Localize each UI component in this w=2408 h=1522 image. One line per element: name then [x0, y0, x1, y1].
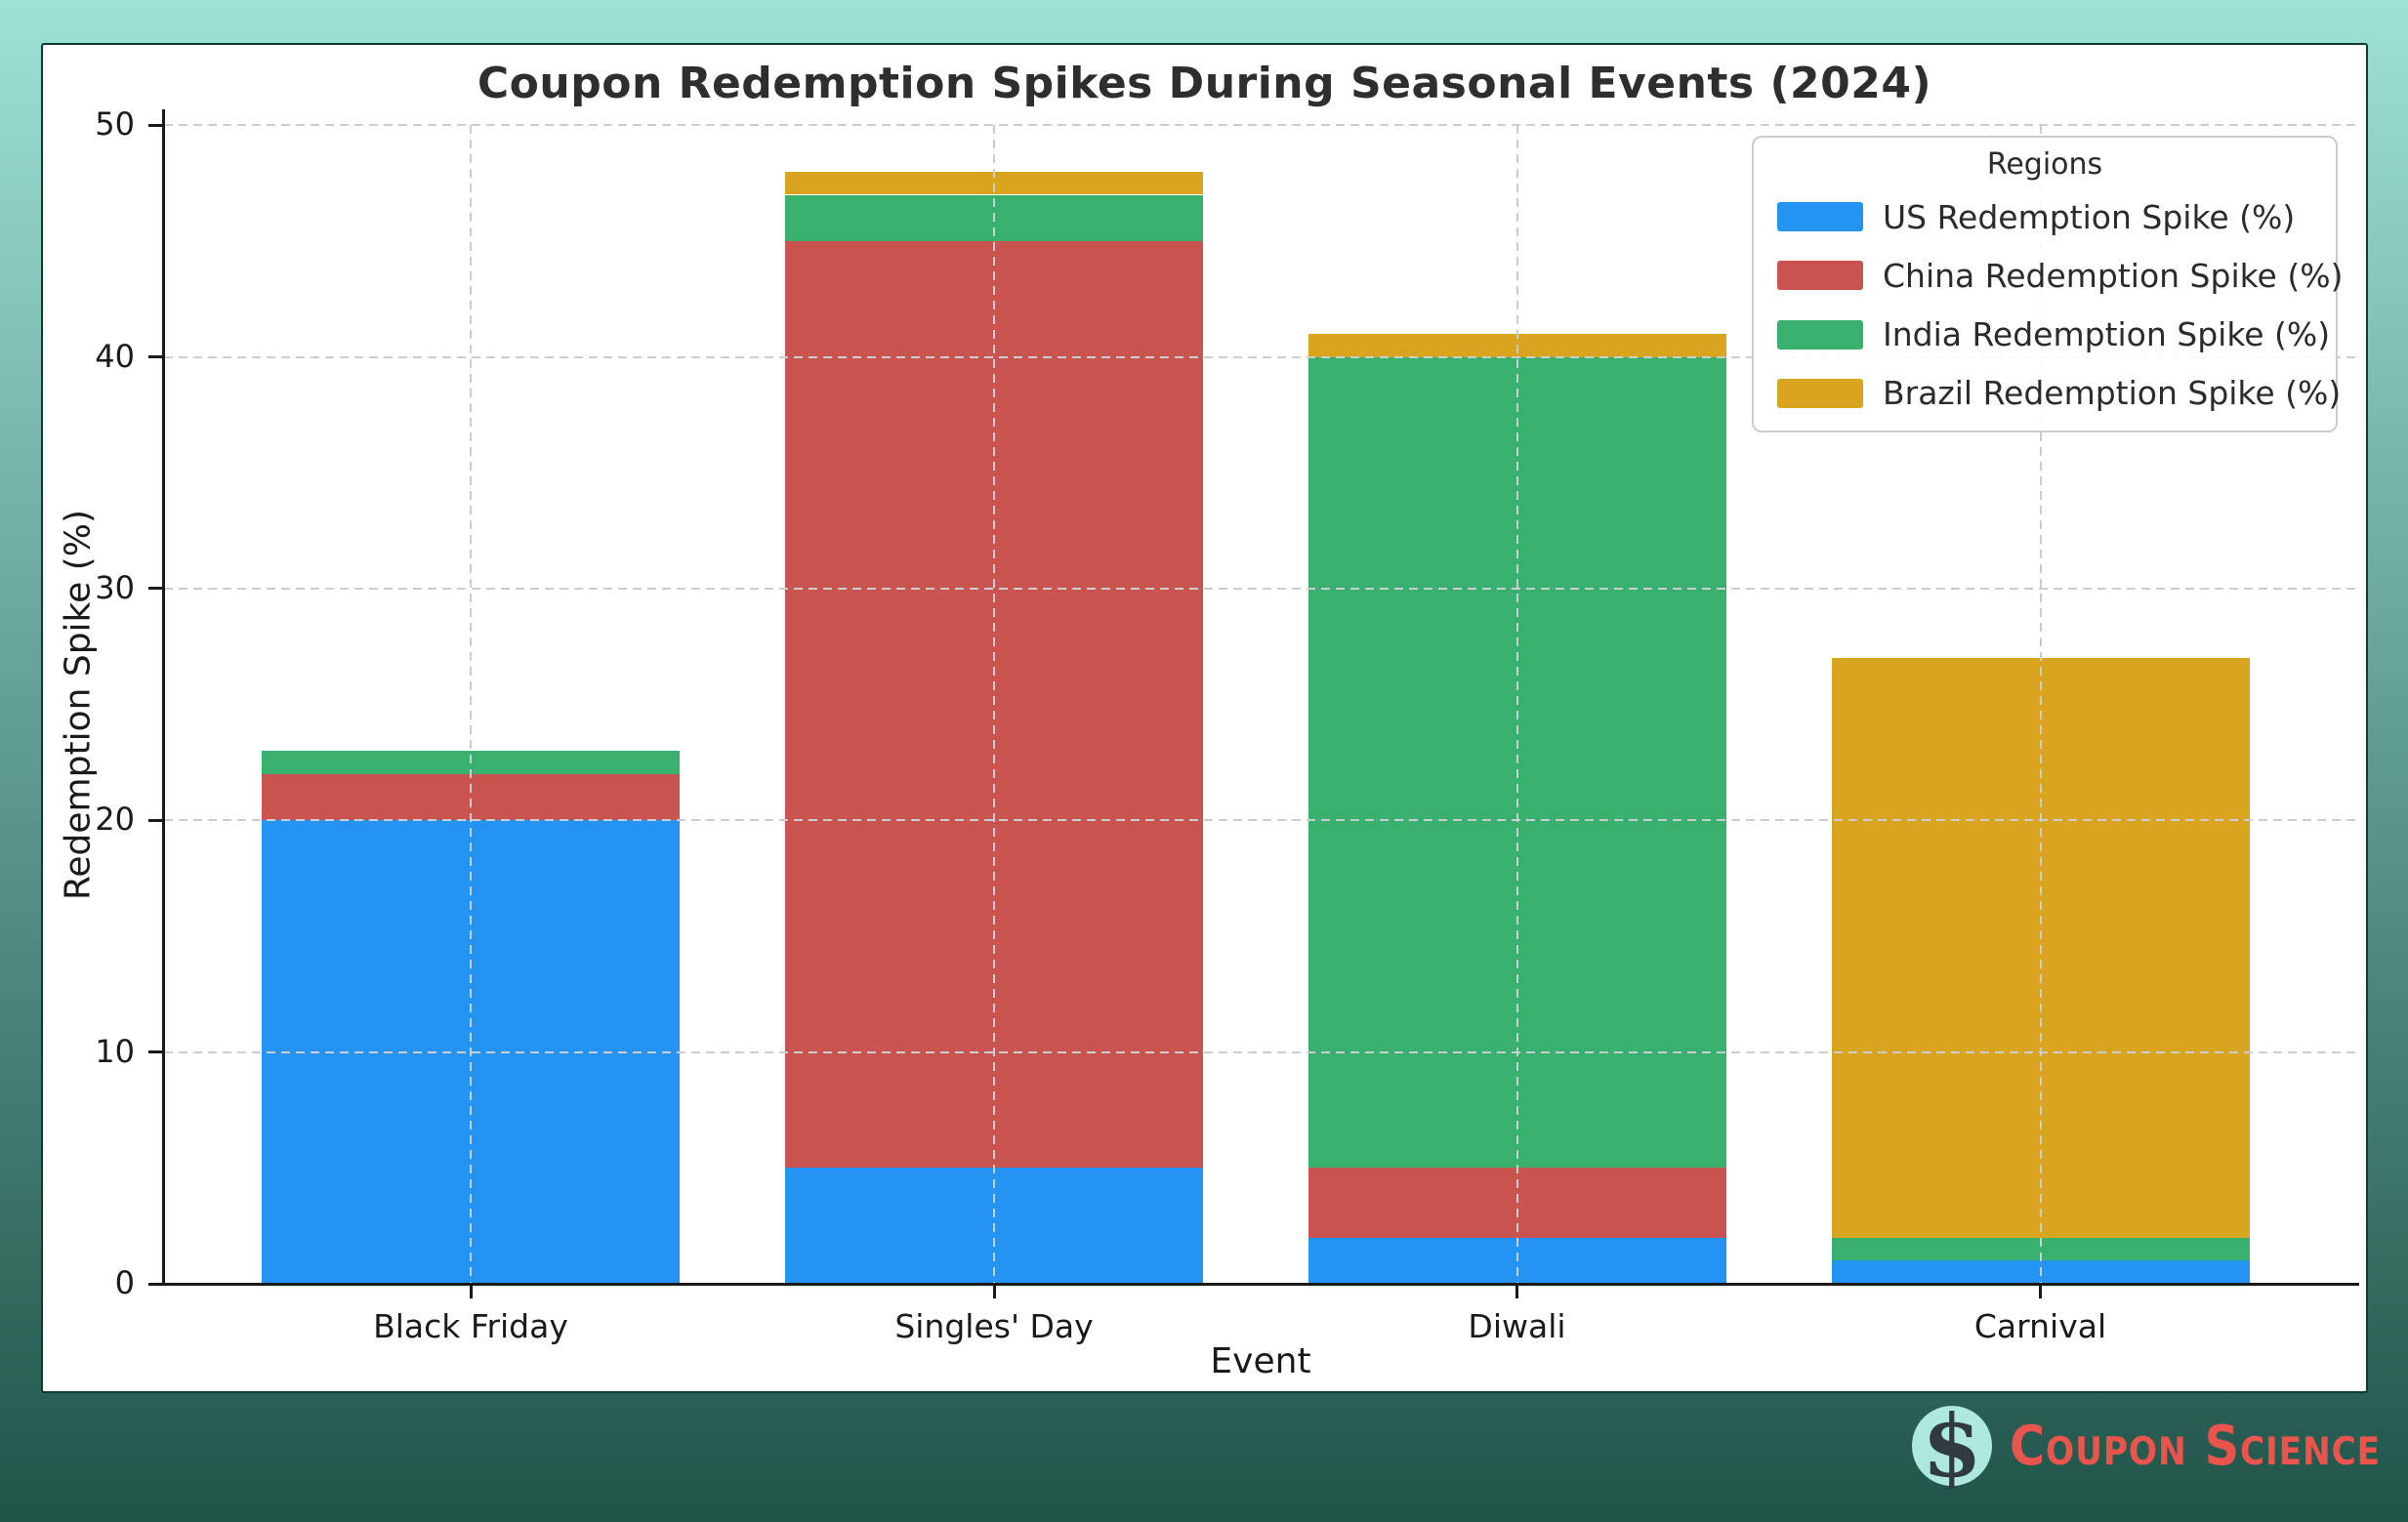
legend-label-1: China Redemption Spike (%)	[1883, 256, 2344, 295]
x-tick-1	[992, 1284, 996, 1298]
bar-carnival-brazil	[1831, 658, 2250, 1238]
bar-black-friday-china	[262, 773, 680, 821]
bar-black-friday-us	[262, 820, 680, 1284]
y-tick-label-10: 10	[95, 1032, 135, 1070]
y-tick-30	[148, 587, 164, 591]
brand-name: Coupon Science	[2010, 1414, 2381, 1478]
y-tick-label-20: 20	[95, 801, 135, 839]
bar-carnival-us	[1831, 1260, 2250, 1284]
legend-swatch-0	[1777, 202, 1863, 232]
y-axis-label: Redemption Spike (%)	[58, 509, 99, 901]
legend: Regions US Redemption Spike (%) China Red…	[1752, 136, 2343, 432]
y-tick-label-0: 0	[114, 1264, 135, 1301]
y-tick-label-40: 40	[95, 337, 135, 375]
legend-item-2: India Redemption Spike (%)	[1754, 315, 2336, 353]
y-tick-0	[148, 1282, 164, 1286]
dollar-glyph: $	[1922, 1395, 1982, 1497]
chart-title: Coupon Redemption Spikes During Seasonal…	[477, 59, 1932, 108]
x-tick-0	[469, 1284, 473, 1298]
x-axis-spine	[162, 1283, 2359, 1286]
y-tick-label-30: 30	[95, 568, 135, 606]
legend-item-1: China Redemption Spike (%)	[1754, 257, 2343, 295]
dollar-sign-icon: $	[1912, 1395, 1992, 1497]
chart-card: Coupon Redemption Spikes During Seasonal…	[41, 43, 2368, 1393]
legend-items: US Redemption Spike (%) China Redemption …	[1754, 187, 2343, 423]
brand-logo: $ Coupon Science	[1912, 1395, 2408, 1497]
bar-diwali-china	[1308, 1168, 1726, 1238]
legend-swatch-1	[1777, 261, 1863, 291]
bar-diwali-india	[1308, 356, 1726, 1169]
legend-title: Regions	[1986, 147, 2103, 182]
x-tick-2	[1515, 1284, 1518, 1298]
x-axis-label: Event	[1210, 1341, 1311, 1381]
x-tick-label-3: Carnival	[1973, 1307, 2107, 1345]
x-tick-3	[2039, 1284, 2042, 1298]
y-tick-20	[148, 818, 164, 822]
bar-carnival-india	[1831, 1237, 2250, 1261]
bar-singles-day-brazil	[785, 171, 1203, 195]
legend-label-0: US Redemption Spike (%)	[1883, 197, 2296, 236]
bar-black-friday-india	[262, 751, 680, 774]
gridline-h-30	[164, 587, 2357, 590]
legend-item-3: Brazil Redemption Spike (%)	[1754, 374, 2341, 412]
gridline-h-50	[164, 124, 2357, 127]
legend-swatch-2	[1777, 319, 1863, 350]
legend-label-3: Brazil Redemption Spike (%)	[1883, 374, 2342, 413]
bar-diwali-us	[1308, 1237, 1726, 1284]
bar-singles-day-india	[785, 194, 1203, 241]
y-axis-spine	[162, 109, 165, 1284]
x-tick-label-2: Diwali	[1468, 1307, 1566, 1345]
x-tick-label-1: Singles' Day	[894, 1307, 1094, 1345]
y-tick-label-50: 50	[95, 105, 135, 144]
legend-label-2: India Redemption Spike (%)	[1883, 315, 2331, 354]
y-tick-50	[148, 123, 164, 127]
legend-item-0: US Redemption Spike (%)	[1754, 198, 2336, 236]
bar-singles-day-china	[785, 240, 1203, 1169]
y-tick-10	[148, 1050, 164, 1054]
plot-area: 0 10 20 30 40 50 Black Friday Singles' Day Diwal…	[43, 45, 2366, 1391]
bar-diwali-brazil	[1308, 333, 1726, 357]
bar-singles-day-us	[785, 1168, 1203, 1284]
x-tick-label-0: Black Friday	[373, 1307, 568, 1345]
legend-swatch-3	[1777, 378, 1863, 408]
y-tick-40	[148, 355, 164, 359]
